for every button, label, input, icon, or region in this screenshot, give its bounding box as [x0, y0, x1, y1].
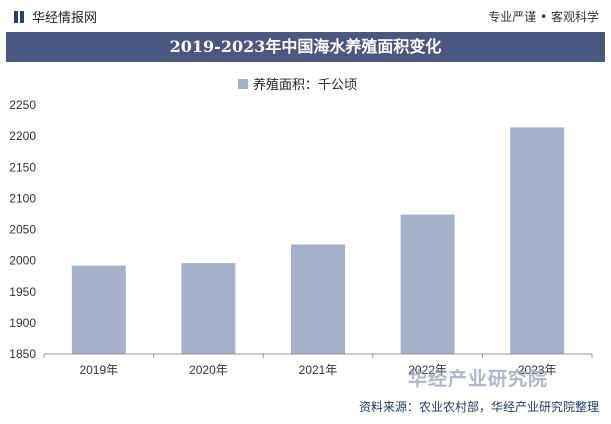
y-tick-label: 2250: [9, 98, 36, 112]
legend: 养殖面积：千公顷: [238, 74, 357, 93]
source-note: 资料来源：农业农村部，华经产业研究院整理: [358, 400, 599, 414]
y-tick-label: 1850: [9, 347, 36, 361]
bar-4: [510, 127, 565, 354]
y-tick-label: 1900: [9, 316, 36, 330]
legend-swatch: [238, 78, 248, 89]
y-tick-label: 1950: [9, 285, 36, 299]
x-tick-label: 2021年: [299, 363, 338, 377]
y-tick-label: 2000: [9, 254, 36, 268]
brand-logo-icon: [14, 10, 24, 23]
x-tick-label: 2020年: [189, 363, 228, 377]
bar-3: [400, 214, 455, 354]
y-tick-label: 2150: [9, 160, 36, 174]
x-tick-label: 2022年: [408, 363, 447, 377]
chart-title: 2019-2023年中国海水养殖面积变化: [6, 32, 605, 62]
x-tick-label: 2019年: [79, 363, 118, 377]
top-bar: 华经情报网 专业严谨 • 客观科学: [0, 0, 611, 30]
brand: 华经情报网: [14, 7, 97, 26]
brand-name: 华经情报网: [32, 11, 98, 26]
y-tick-label: 2200: [9, 129, 36, 143]
bar-2: [291, 244, 345, 354]
legend-label: 养殖面积：千公顷: [253, 78, 358, 93]
tagline: 专业严谨 • 客观科学: [488, 10, 599, 24]
bar-1: [181, 263, 236, 354]
y-tick-label: 2100: [9, 191, 36, 205]
watermark-logo: 华经产业研究院: [408, 368, 549, 390]
x-tick-label: 2023年: [518, 363, 557, 377]
bar-0: [71, 265, 126, 354]
y-tick-label: 2050: [9, 223, 36, 237]
